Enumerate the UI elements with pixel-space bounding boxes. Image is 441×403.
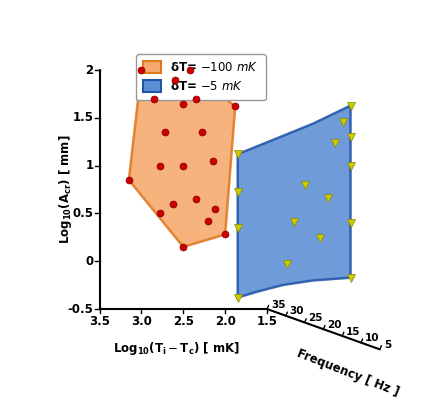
Text: 1: 1 xyxy=(86,159,94,172)
Text: 15: 15 xyxy=(346,326,361,337)
Text: 5: 5 xyxy=(384,340,391,350)
Text: 3.0: 3.0 xyxy=(131,315,152,328)
Text: Frequency [ Hz ]: Frequency [ Hz ] xyxy=(295,347,401,399)
Text: 1.5: 1.5 xyxy=(73,111,94,125)
Legend: $\bf{\delta T}$= $-100\ mK$, $\bf{\delta T}$= $-5\ mK$: $\bf{\delta T}$= $-100\ mK$, $\bf{\delta… xyxy=(136,54,265,100)
Text: 0: 0 xyxy=(86,255,94,268)
Text: 3.5: 3.5 xyxy=(89,315,110,328)
Polygon shape xyxy=(238,106,351,297)
Text: 1.5: 1.5 xyxy=(257,315,277,328)
Text: $\mathbf{Log_{10}(A_{cr})}$ [ mm]: $\mathbf{Log_{10}(A_{cr})}$ [ mm] xyxy=(57,135,74,244)
Text: 30: 30 xyxy=(290,306,304,316)
Text: 35: 35 xyxy=(271,299,285,310)
Text: $\mathbf{Log_{10}(}$$\mathbf{T_i}-$$\mathbf{T_c}$$\mathbf{)}$ [ mK]: $\mathbf{Log_{10}(}$$\mathbf{T_i}-$$\mat… xyxy=(113,340,240,357)
Text: 2: 2 xyxy=(86,64,94,77)
Text: 20: 20 xyxy=(327,320,342,330)
Text: 0.5: 0.5 xyxy=(73,207,94,220)
Text: 10: 10 xyxy=(365,333,379,343)
Polygon shape xyxy=(129,70,235,247)
Text: -0.5: -0.5 xyxy=(68,303,94,316)
Text: 25: 25 xyxy=(309,313,323,323)
Text: 2.5: 2.5 xyxy=(173,315,194,328)
Text: 2.0: 2.0 xyxy=(215,315,235,328)
